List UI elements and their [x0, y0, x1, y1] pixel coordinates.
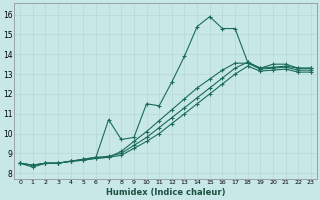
X-axis label: Humidex (Indice chaleur): Humidex (Indice chaleur) [106, 188, 225, 197]
